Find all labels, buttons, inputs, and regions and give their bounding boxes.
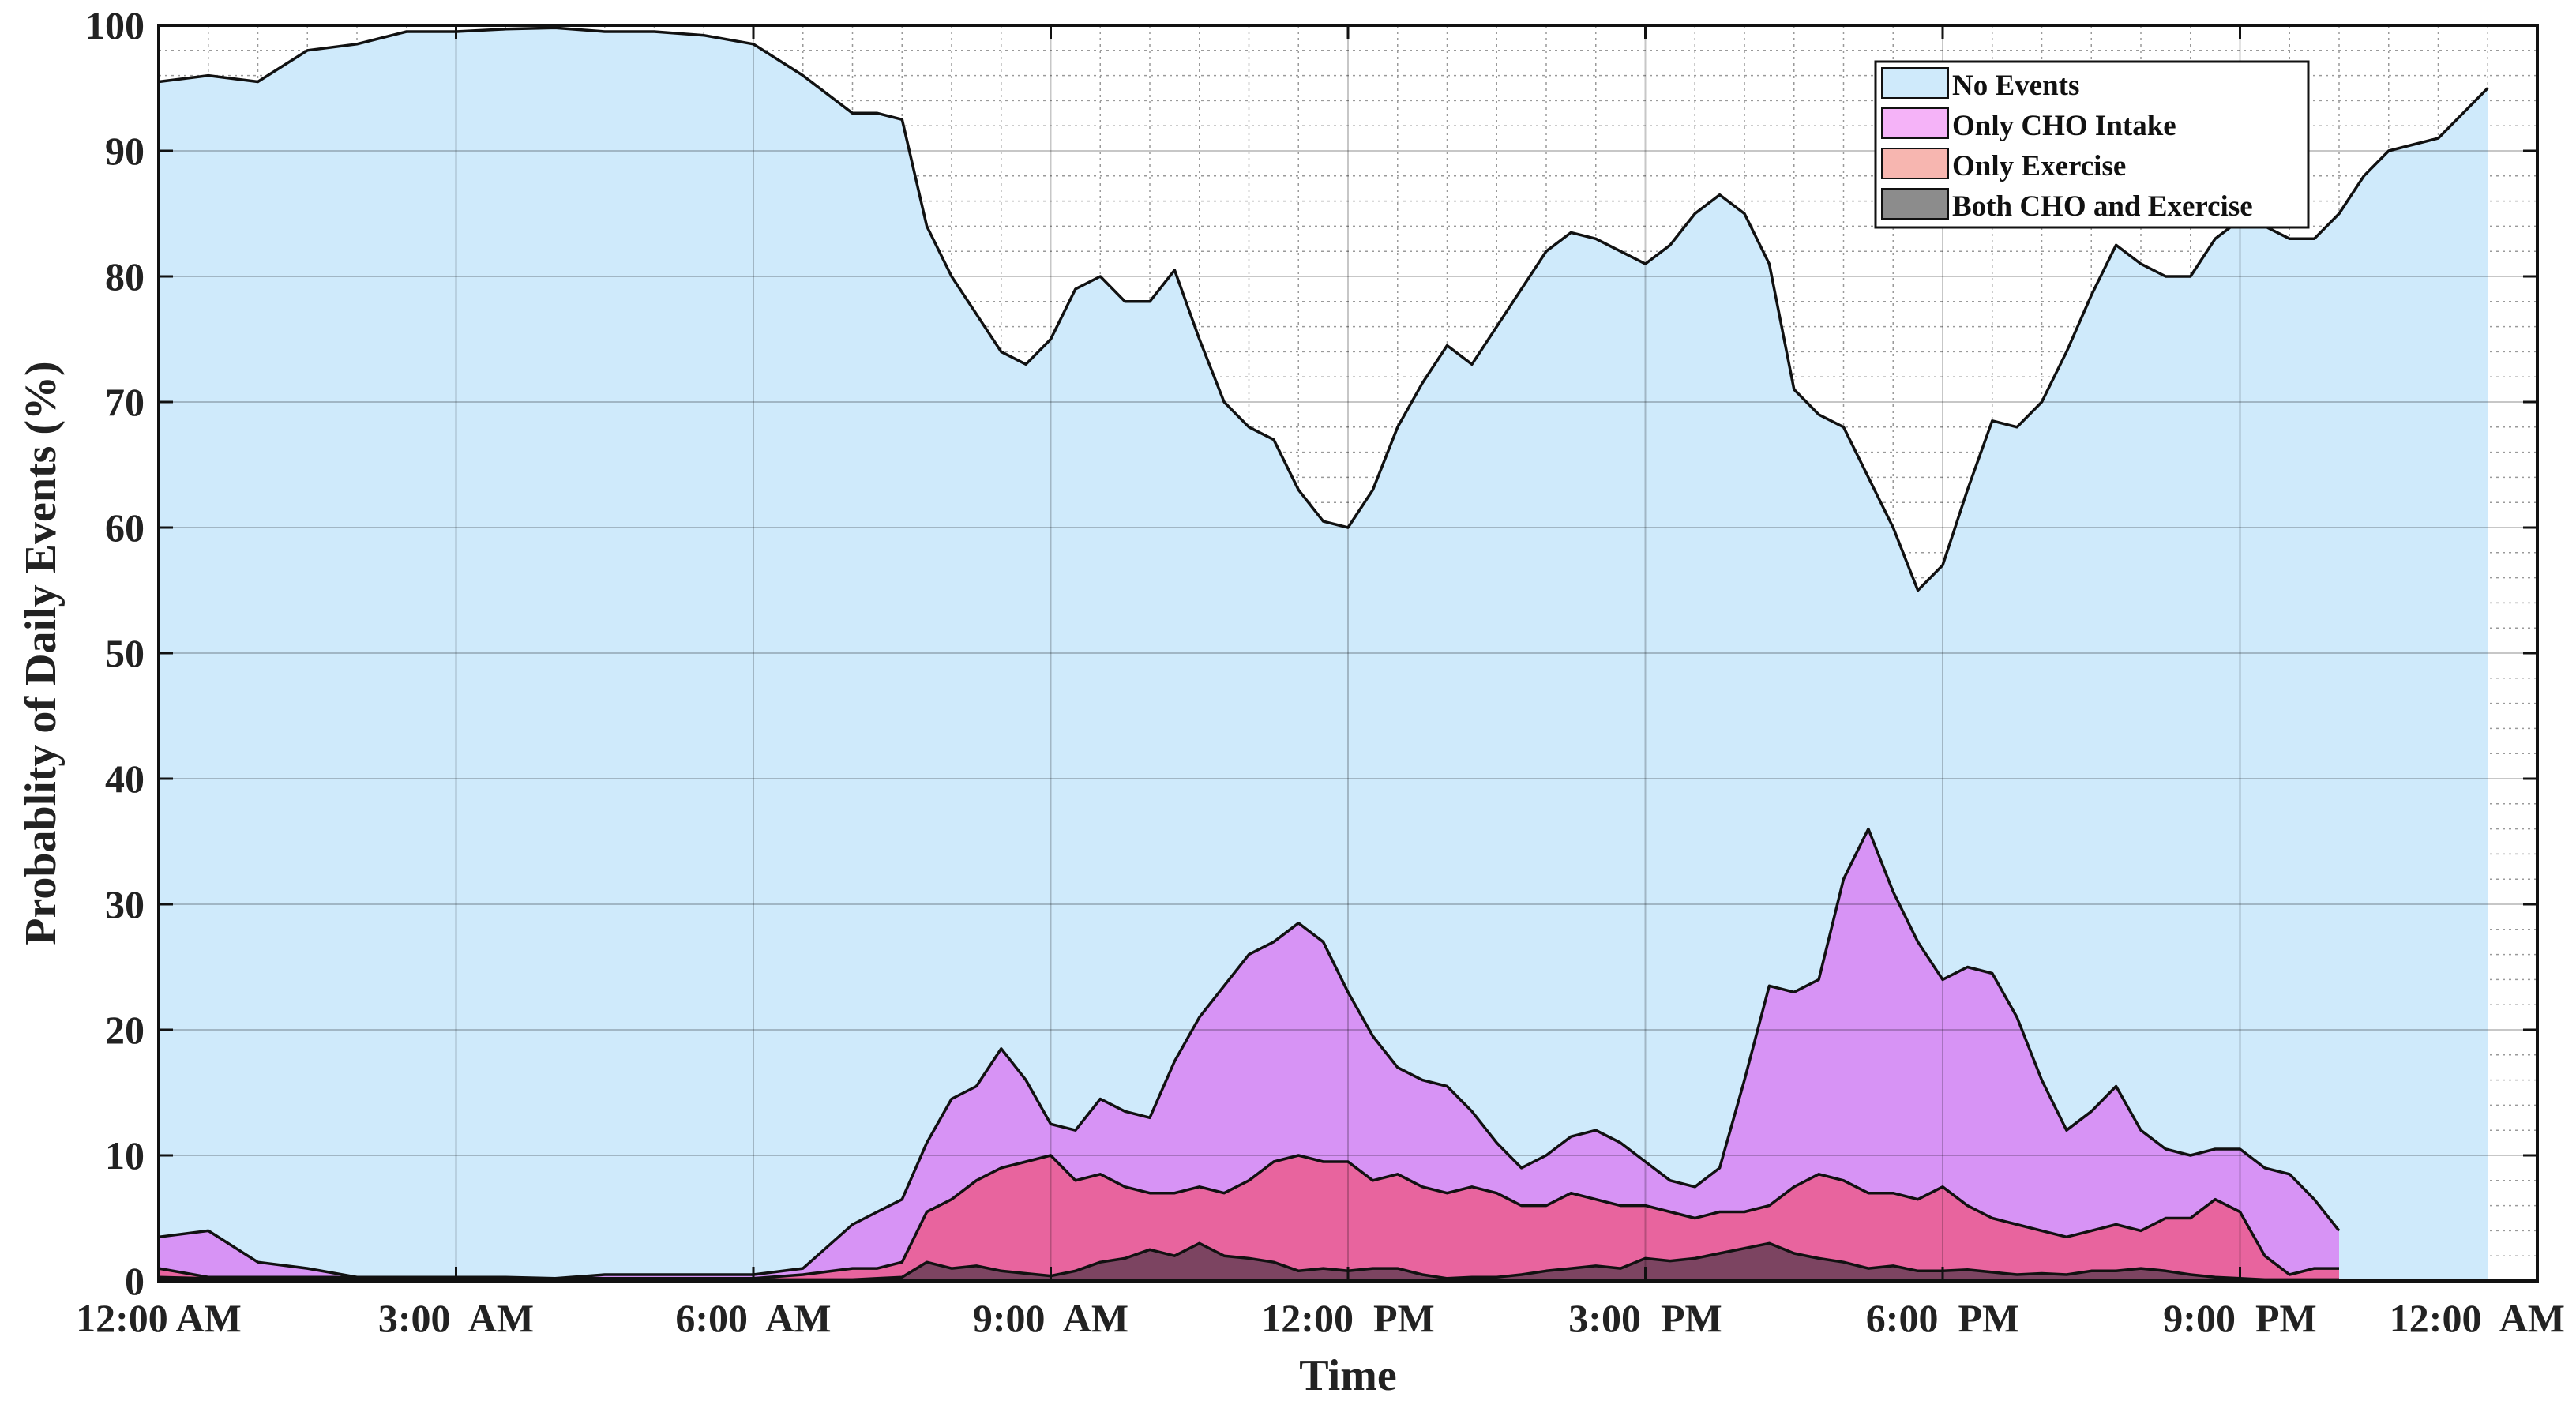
legend-swatch-both-cho-and-exercise	[1881, 188, 1949, 220]
area-only-cho-intake	[159, 828, 2339, 1281]
y-tick-label: 30	[105, 882, 145, 926]
y-tick-label: 40	[105, 757, 145, 801]
y-tick-label: 80	[105, 254, 145, 299]
x-tick-label: 6:00 PM	[1866, 1296, 2019, 1340]
x-tick-label: 9:00 AM	[973, 1296, 1128, 1340]
y-axis-title: Probablity of Daily Events (%)	[17, 361, 66, 945]
y-tick-label: 20	[105, 1008, 145, 1052]
x-axis-ticks: 12:00 AM 3:00 AM 6:00 AM 9:00 AM 12:00 PM 3:0…	[76, 25, 2565, 1340]
y-tick-label: 100	[85, 3, 145, 47]
x-tick-label: 3:00 AM	[378, 1296, 534, 1340]
area-both-cho-and-exercise	[159, 1243, 2339, 1281]
legend-swatch-only-cho-intake	[1881, 107, 1949, 139]
legend-label-only-exercise: Only Exercise	[1952, 150, 2126, 182]
y-axis-ticks: 0 10 20 30 40 50 60 70 80 90 100	[85, 3, 2537, 1303]
y-tick-label: 90	[105, 129, 145, 173]
area-outline-no-events	[158, 26, 2489, 592]
legend-label-only-cho-intake: Only CHO Intake	[1952, 110, 2176, 142]
x-tick-label: 12:00 PM	[1261, 1296, 1434, 1340]
area-outline-only-cho-intake	[158, 827, 2341, 1280]
area-layers	[158, 26, 2489, 1282]
area-only-exercise	[159, 1155, 2339, 1281]
x-tick-label: 12:00 AM	[76, 1296, 242, 1340]
legend-swatch-no-events	[1881, 67, 1949, 99]
y-tick-label: 50	[105, 631, 145, 675]
x-tick-label: 6:00 AM	[675, 1296, 831, 1340]
area-outline-only-exercise	[158, 1154, 2339, 1280]
legend-swatch-only-exercise	[1881, 148, 1949, 179]
y-tick-label: 0	[125, 1259, 145, 1303]
y-tick-label: 10	[105, 1133, 145, 1177]
legend-label-both-cho-and-exercise: Both CHO and Exercise	[1952, 190, 2253, 223]
x-tick-label: 12:00 AM	[2390, 1296, 2565, 1340]
legend: No Events Only CHO Intake Only Exercise …	[1874, 60, 2310, 229]
major-grid	[159, 25, 2537, 1281]
y-tick-label: 60	[105, 505, 145, 550]
x-tick-label: 3:00 PM	[1568, 1296, 1722, 1340]
y-tick-label: 70	[105, 380, 145, 424]
legend-label-no-events: No Events	[1952, 69, 2079, 102]
x-tick-label: 9:00 PM	[2163, 1296, 2316, 1340]
x-axis-title: Time	[1299, 1351, 1396, 1400]
